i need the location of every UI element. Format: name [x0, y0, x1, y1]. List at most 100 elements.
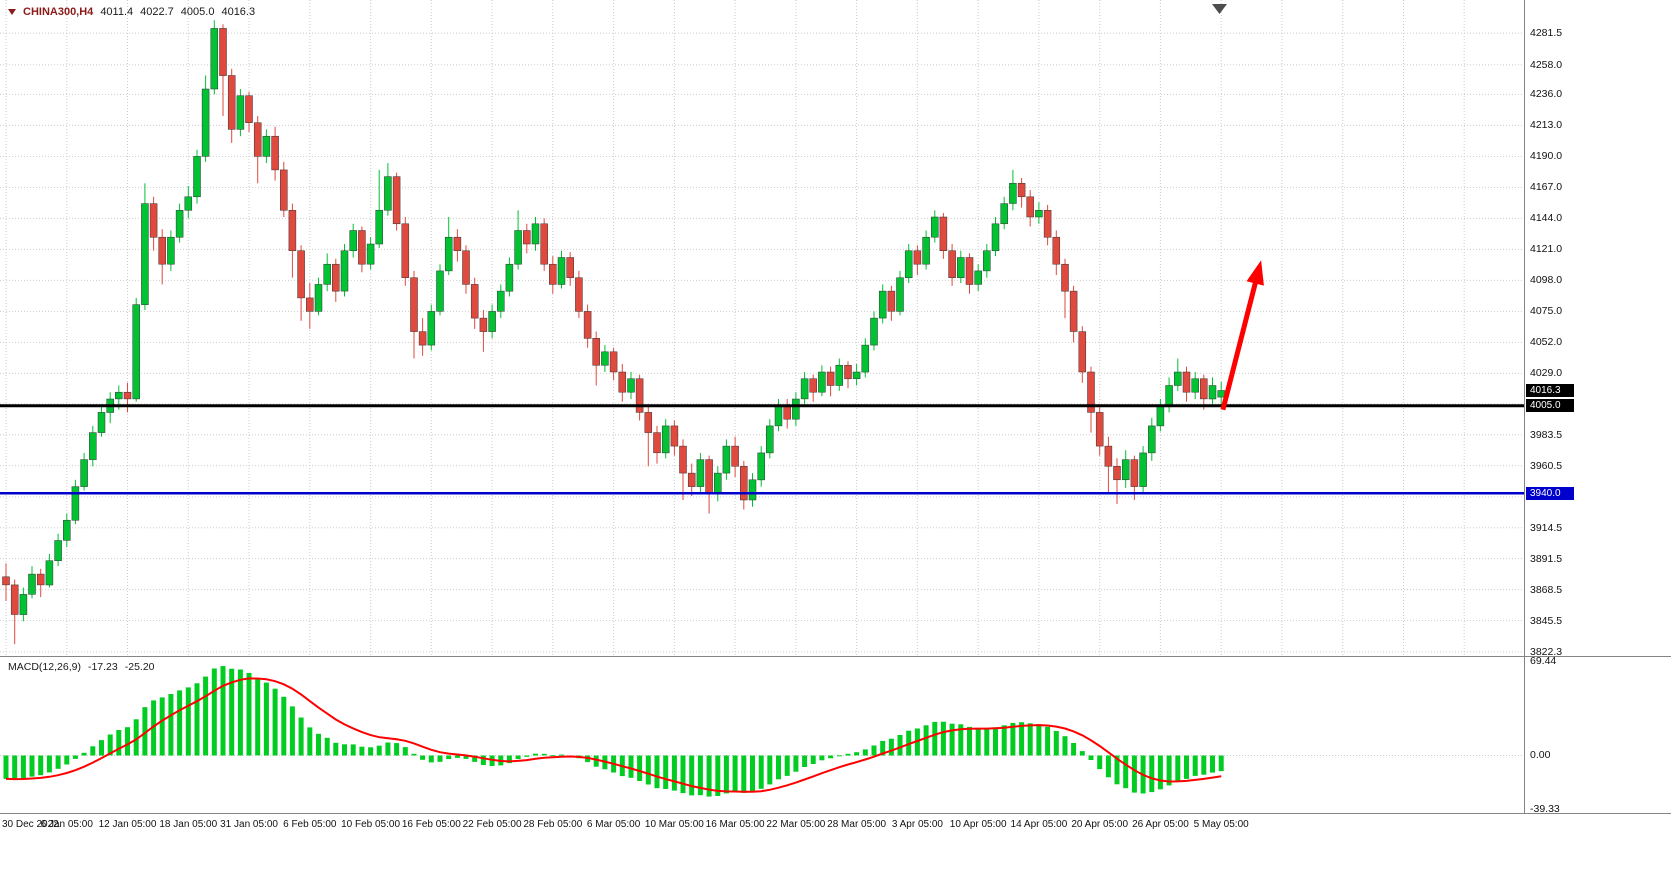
price-tick-label: 3983.5: [1530, 428, 1563, 441]
candle: [253, 116, 262, 184]
candle: [97, 404, 106, 437]
time-axis-label: 18 Jan 05:00: [159, 819, 218, 830]
price-tick-label: 3868.5: [1530, 583, 1563, 596]
symbol-name: CHINA300,H4: [23, 6, 94, 18]
price-tick-label: 4213.0: [1530, 119, 1563, 132]
time-axis-label: 10 Apr 05:00: [949, 819, 1007, 830]
candle: [10, 579, 19, 645]
candle: [696, 452, 705, 494]
candle: [45, 553, 54, 588]
candle: [1104, 436, 1113, 494]
price-tick-label: 4190.0: [1530, 150, 1563, 163]
candle: [392, 172, 401, 231]
macd-tick-label: -39.33: [1530, 802, 1560, 815]
candle: [479, 310, 488, 352]
candle: [939, 213, 948, 259]
price-tick-label: 3891.5: [1530, 552, 1563, 565]
macd-signal-line: [5, 677, 1222, 793]
candle: [306, 283, 314, 329]
candle: [314, 277, 323, 316]
candle: [175, 203, 184, 243]
candle: [71, 479, 80, 525]
price-tick-label: 4258.0: [1530, 58, 1563, 71]
candle: [1200, 374, 1208, 410]
price-tick-label: 4029.0: [1530, 367, 1563, 380]
candle: [922, 230, 930, 270]
candle: [731, 436, 739, 478]
time-axis-label: 10 Mar 05:00: [644, 819, 704, 830]
hline-price-badge: 3940.0: [1526, 486, 1574, 500]
candle: [687, 463, 696, 496]
candle: [740, 460, 748, 510]
candle: [670, 420, 679, 456]
candle: [193, 149, 201, 204]
candle: [523, 223, 531, 254]
candle: [870, 311, 878, 351]
price-axis[interactable]: 4281.5 4258.0 4236.0 4213.0 4190.0 4167.0 4144…: [1524, 0, 1671, 815]
candle: [653, 425, 661, 464]
candle: [1043, 204, 1052, 246]
candle: [609, 347, 618, 381]
price-tick-label: 3845.5: [1530, 614, 1563, 627]
candle: [227, 68, 236, 143]
candle: [1087, 366, 1095, 433]
candle: [844, 361, 852, 389]
candle: [861, 338, 870, 378]
time-axis-label: 12 Jan 05:00: [98, 819, 157, 830]
candle: [262, 129, 271, 164]
ohlc-high: 4022.7: [140, 6, 174, 18]
chart-shift-marker-icon[interactable]: [1212, 4, 1227, 14]
candle: [297, 245, 305, 321]
time-axis-label: 31 Jan 05:00: [220, 819, 278, 830]
candles-layer: [2, 20, 1225, 645]
candle: [453, 229, 462, 262]
candle: [280, 161, 288, 217]
time-axis-label: 6 Feb 05:00: [283, 819, 337, 830]
candle: [809, 374, 817, 402]
candle: [549, 256, 557, 294]
macd-histogram: [3, 666, 1224, 797]
price-tick-label: 3914.5: [1530, 521, 1563, 534]
candle: [1139, 446, 1147, 494]
candle: [210, 20, 219, 95]
chart-title: CHINA300,H4 4011.4 4022.7 4005.0 4016.3: [8, 6, 255, 18]
ohlc-open: 4011.4: [100, 6, 134, 18]
candle: [149, 196, 158, 251]
candle: [340, 244, 349, 297]
time-axis[interactable]: 30 Dec 2022 6 Jan 05:00 12 Jan 05:00 18 Jan…: [0, 813, 1671, 840]
time-axis-label: 10 Feb 05:00: [341, 819, 401, 830]
candle: [1113, 458, 1121, 505]
candle: [167, 230, 175, 271]
time-axis-label: 22 Mar 05:00: [766, 819, 826, 830]
candle: [514, 210, 522, 270]
trend-arrow[interactable]: [1220, 260, 1264, 411]
candle: [618, 363, 627, 402]
candle: [1121, 450, 1130, 488]
macd-name: MACD(12,26,9): [8, 661, 81, 673]
candle: [462, 245, 470, 294]
candle: [913, 245, 922, 275]
time-axis-label: 26 Apr 05:00: [1132, 819, 1189, 830]
price-chart-pane[interactable]: [0, 0, 1524, 656]
candle: [583, 304, 592, 348]
candle: [1182, 366, 1191, 402]
current-price-badge: 4016.3: [1526, 383, 1574, 397]
candle: [366, 237, 375, 270]
candle: [141, 183, 149, 310]
price-tick-label: 3960.5: [1530, 459, 1563, 472]
candle: [401, 217, 410, 286]
price-tick-label: 4236.0: [1530, 88, 1563, 101]
candle: [852, 363, 861, 386]
time-axis-label: 6 Jan 05:00: [40, 819, 93, 830]
pane-separator[interactable]: [0, 656, 1671, 657]
candle: [748, 473, 757, 507]
candle: [644, 405, 653, 467]
time-axis-label: 28 Mar 05:00: [827, 819, 887, 830]
macd-pane[interactable]: [0, 657, 1524, 812]
candle: [132, 297, 140, 402]
candle: [800, 372, 809, 405]
candle: [592, 331, 600, 386]
candle: [983, 244, 991, 278]
candle: [184, 186, 193, 219]
